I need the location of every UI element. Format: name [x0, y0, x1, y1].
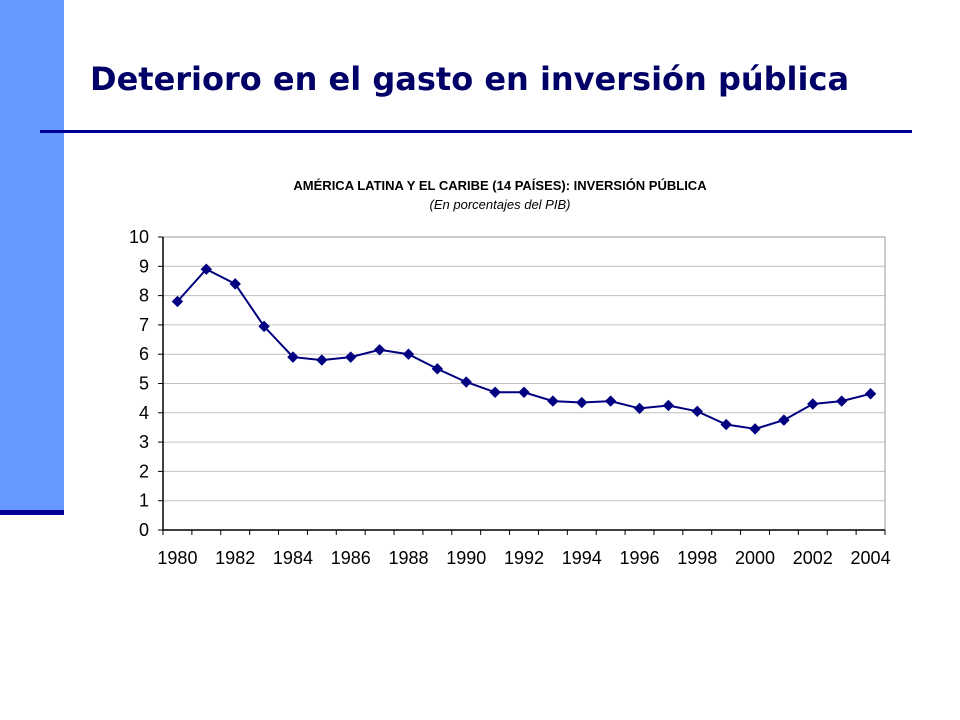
- y-tick-label: 10: [129, 227, 149, 247]
- data-point-1995: [604, 395, 617, 407]
- x-tick-label: 1992: [504, 548, 544, 568]
- x-tick-label: 1986: [331, 548, 371, 568]
- data-point-2002: [807, 398, 819, 410]
- x-tick-label: 1998: [677, 548, 717, 568]
- x-tick-label: 1994: [562, 548, 602, 568]
- y-tick-label: 0: [139, 520, 149, 540]
- data-point-1990: [460, 376, 472, 388]
- data-point-1993: [547, 395, 559, 407]
- y-tick-label: 9: [139, 256, 149, 276]
- data-point-2001: [778, 414, 790, 426]
- data-point-1999: [720, 418, 732, 431]
- chart-axes: [158, 236, 886, 535]
- chart-series: [171, 263, 877, 435]
- data-point-1987: [373, 344, 386, 356]
- x-tick-label: 1982: [215, 548, 255, 568]
- chart-title: AMÉRICA LATINA Y EL CARIBE (14 PAÍSES): …: [293, 178, 707, 193]
- y-tick-label: 5: [139, 374, 149, 394]
- data-point-2000: [749, 423, 761, 435]
- data-point-1982: [229, 278, 241, 290]
- data-point-1998: [691, 405, 703, 418]
- chart-subtitle: (En porcentajes del PIB): [429, 197, 571, 212]
- x-tick-label: 1996: [619, 548, 659, 568]
- data-point-1981: [200, 263, 213, 275]
- data-point-1983: [258, 320, 270, 333]
- data-point-1989: [431, 363, 444, 375]
- title-rule: [40, 130, 912, 133]
- x-tick-label: 1988: [388, 548, 428, 568]
- data-point-1988: [402, 348, 415, 360]
- x-tick-label: 1980: [157, 548, 197, 568]
- series-line: [176, 267, 871, 430]
- data-point-1984: [287, 351, 299, 363]
- data-point-1985: [316, 354, 328, 366]
- data-point-1992: [518, 386, 530, 398]
- y-tick-label: 4: [139, 403, 149, 423]
- y-tick-label: 7: [139, 315, 149, 335]
- data-point-1980: [171, 295, 184, 308]
- data-point-1986: [345, 351, 357, 363]
- y-tick-label: 3: [139, 432, 149, 452]
- x-tick-label: 1990: [446, 548, 486, 568]
- y-tick-label: 6: [139, 344, 149, 364]
- y-tick-label: 2: [139, 461, 149, 481]
- x-tick-label: 2004: [851, 548, 891, 568]
- data-point-2003: [835, 395, 848, 407]
- y-tick-label: 8: [139, 286, 149, 306]
- y-tick-label: 1: [139, 491, 149, 511]
- data-point-2004: [864, 388, 877, 400]
- side-accent-bar: [0, 0, 64, 513]
- data-point-1994: [576, 396, 588, 409]
- data-point-1996: [633, 402, 646, 415]
- x-tick-label: 2002: [793, 548, 833, 568]
- data-point-1991: [489, 386, 501, 398]
- x-tick-label: 1984: [273, 548, 313, 568]
- data-point-1997: [662, 399, 675, 412]
- slide-title: Deterioro en el gasto en inversión públi…: [90, 60, 850, 98]
- chart-tick-labels: 0 1 2 3 4 5 6 7 8 9 10 1980 1982 1984 1986 1988 1990 1992…: [129, 227, 891, 568]
- x-tick-label: 2000: [735, 548, 775, 568]
- chart-gridlines: [163, 265, 885, 502]
- side-accent-bar-edge: [0, 510, 64, 515]
